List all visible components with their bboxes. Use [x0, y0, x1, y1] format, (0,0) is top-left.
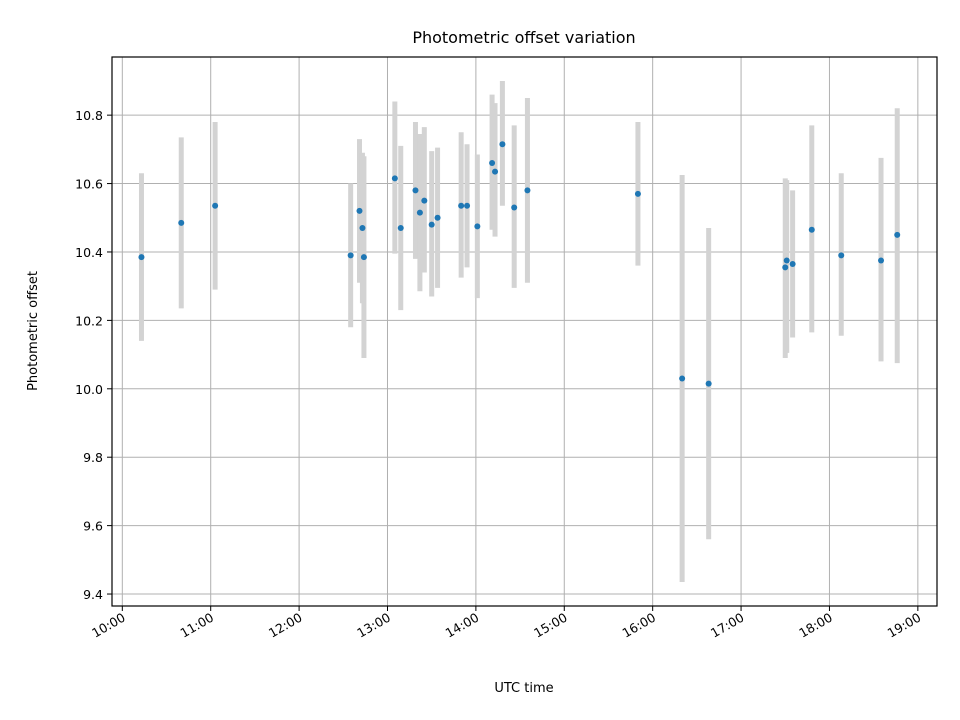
y-tick-label: 9.4	[83, 587, 103, 602]
data-point	[499, 141, 506, 148]
y-tick-label: 10.8	[75, 108, 103, 123]
y-axis: 9.4 9.6 9.8 10.0 10.2 10.4 10.6 10.8	[75, 108, 112, 602]
y-tick-label: 10.2	[75, 313, 103, 328]
grid	[112, 57, 937, 606]
data-point	[428, 221, 435, 228]
x-axis-label: UTC time	[494, 681, 553, 696]
data-point	[783, 257, 790, 264]
data-point	[356, 207, 363, 214]
data-point	[679, 375, 686, 382]
data-point	[138, 254, 145, 261]
data-point	[634, 190, 641, 197]
data-point	[434, 214, 441, 221]
y-tick-label: 9.6	[83, 519, 103, 534]
data-point	[894, 231, 901, 238]
data-point	[489, 160, 496, 167]
plot-frame	[111, 56, 938, 607]
data-point	[511, 204, 518, 211]
data-point	[421, 197, 428, 204]
y-tick-label: 9.8	[83, 450, 103, 465]
y-tick-label: 10.4	[75, 245, 103, 260]
data-point	[416, 209, 423, 216]
data-point	[474, 223, 481, 230]
y-tick-label: 10.0	[75, 382, 103, 397]
data-point	[178, 219, 185, 226]
data-points	[138, 141, 901, 387]
data-point	[458, 202, 465, 209]
chart-title: Photometric offset variation	[412, 28, 635, 47]
data-point	[359, 225, 366, 232]
data-point	[878, 257, 885, 264]
data-point	[789, 260, 796, 267]
data-point	[360, 254, 367, 261]
data-point	[212, 202, 219, 209]
data-point	[347, 252, 354, 259]
y-axis-label: Photometric offset	[26, 271, 41, 391]
data-point	[705, 380, 712, 387]
data-point	[782, 264, 789, 271]
data-point	[397, 225, 404, 232]
data-point	[412, 187, 419, 194]
y-tick-label: 10.6	[75, 177, 103, 192]
data-point	[464, 202, 471, 209]
data-point	[808, 226, 815, 233]
data-point	[492, 168, 499, 175]
data-point	[391, 175, 398, 182]
data-point	[838, 252, 845, 259]
data-point	[524, 187, 531, 194]
